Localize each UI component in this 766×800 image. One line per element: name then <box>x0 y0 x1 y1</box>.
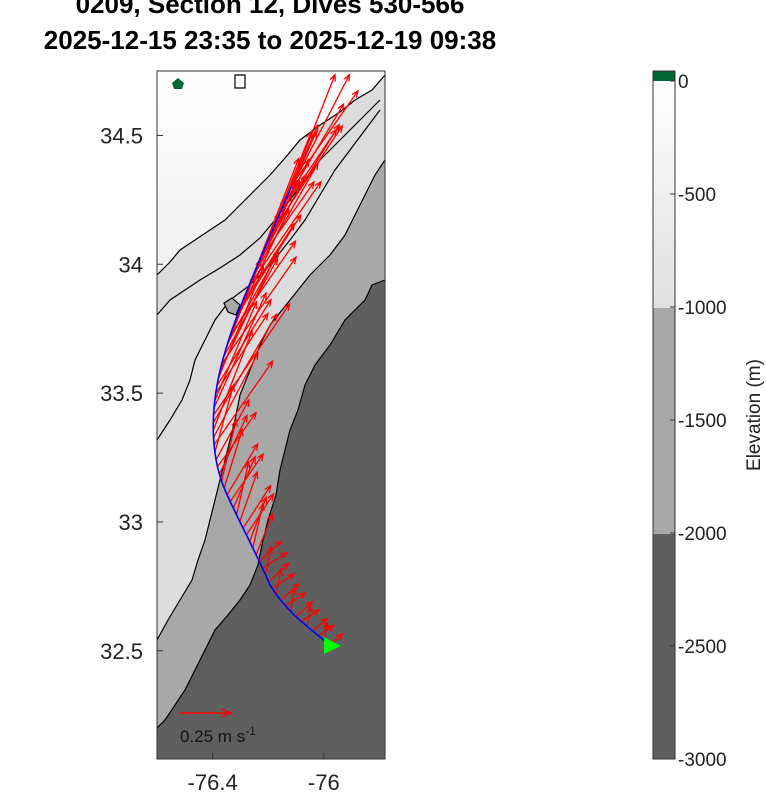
current-arrow <box>271 573 296 589</box>
current-arrow <box>212 329 253 431</box>
title-line-2: 2025-12-15 23:35 to 2025-12-19 09:38 <box>43 25 497 55</box>
y-tick-label: 33 <box>119 510 143 535</box>
x-tick-label: -76 <box>308 770 340 795</box>
reference-arrow-label: 0.25 m s-1 <box>180 724 256 746</box>
current-arrow <box>250 161 319 281</box>
colorbar-band-1000-2000 <box>653 308 675 534</box>
colorbar-band-land <box>653 71 675 81</box>
current-arrows <box>212 73 359 646</box>
current-arrow <box>215 398 250 460</box>
current-arrow <box>288 73 351 193</box>
current-arrow <box>218 413 248 475</box>
seamount-feature <box>223 297 241 316</box>
current-arrow <box>213 359 274 446</box>
current-arrow <box>214 300 258 401</box>
x-tick-label: -76.4 <box>188 770 238 795</box>
map-frame <box>156 70 386 760</box>
bathymetry-map <box>157 71 385 759</box>
current-arrow <box>221 255 297 365</box>
current-arrow <box>259 180 316 261</box>
map-axis-ticks: -76.4 -76 32.5 33 33.5 34 34.5 <box>100 123 340 795</box>
colorbar-band-2000-3000 <box>653 534 675 759</box>
y-tick-label: 34 <box>119 252 143 277</box>
current-arrow <box>217 265 265 379</box>
current-arrow <box>216 411 257 468</box>
current-arrow <box>214 383 236 453</box>
current-arrow <box>236 213 302 316</box>
current-arrow <box>220 418 239 482</box>
title-line-1: 0209, Section 12, Dives 530-566 <box>75 0 465 19</box>
figure-title: 0209, Section 12, Dives 530-566 2025-12-… <box>0 0 540 58</box>
start-marker <box>324 637 341 654</box>
current-arrow <box>264 545 273 576</box>
current-arrow <box>285 592 307 607</box>
end-marker <box>291 180 300 189</box>
current-arrow <box>301 608 321 623</box>
y-tick-label: 34.5 <box>100 123 143 148</box>
current-arrow <box>268 123 341 240</box>
current-arrow <box>291 89 359 186</box>
colorbar-tick-label: -2500 <box>678 637 727 658</box>
reference-arrow <box>180 708 233 718</box>
current-arrow <box>213 291 267 409</box>
colorbar-tick-label: -3000 <box>678 750 727 771</box>
current-arrow <box>275 567 283 595</box>
contour-lines <box>157 74 385 729</box>
colorbar-band-500-1000 <box>653 194 675 308</box>
current-arrow <box>312 617 329 632</box>
y-tick-label: 33.5 <box>100 381 143 406</box>
reference-label-main: 0.25 m s <box>180 727 245 746</box>
colorbar-frame <box>652 70 676 760</box>
colorbar-tick-label: -1000 <box>678 298 727 319</box>
colorbar-band-0-500 <box>653 81 675 194</box>
land-marker <box>172 78 184 89</box>
colorbar-tick-label: -2000 <box>678 524 727 545</box>
current-arrow <box>242 484 272 529</box>
colorbar-ticks: 0 -500 -1000 -1500 -2000 -2500 -3000 <box>670 72 727 771</box>
current-arrow <box>213 351 259 438</box>
current-arrow <box>306 604 313 627</box>
colorbar-tick-label: -1500 <box>678 411 727 432</box>
current-arrow <box>280 582 301 601</box>
colorbar: 0 -500 -1000 -1500 -2000 -2500 -3000 Elevation… <box>652 70 765 771</box>
current-arrow <box>262 551 289 569</box>
y-tick-label: 32.5 <box>100 639 143 664</box>
colorbar-label: Elevation (m) <box>744 359 765 471</box>
colorbar-tick-label: -500 <box>678 185 716 206</box>
reference-label-exponent: -1 <box>245 724 256 738</box>
colorbar-tick-label: 0 <box>678 72 689 93</box>
current-arrow <box>215 312 269 394</box>
current-arrow <box>226 442 259 496</box>
current-arrow <box>289 587 297 612</box>
current-arrow <box>252 502 265 549</box>
current-arrow <box>235 460 251 516</box>
current-arrow <box>223 427 244 489</box>
glider-track <box>212 184 331 646</box>
current-arrow <box>239 470 259 522</box>
current-arrow <box>255 512 274 556</box>
